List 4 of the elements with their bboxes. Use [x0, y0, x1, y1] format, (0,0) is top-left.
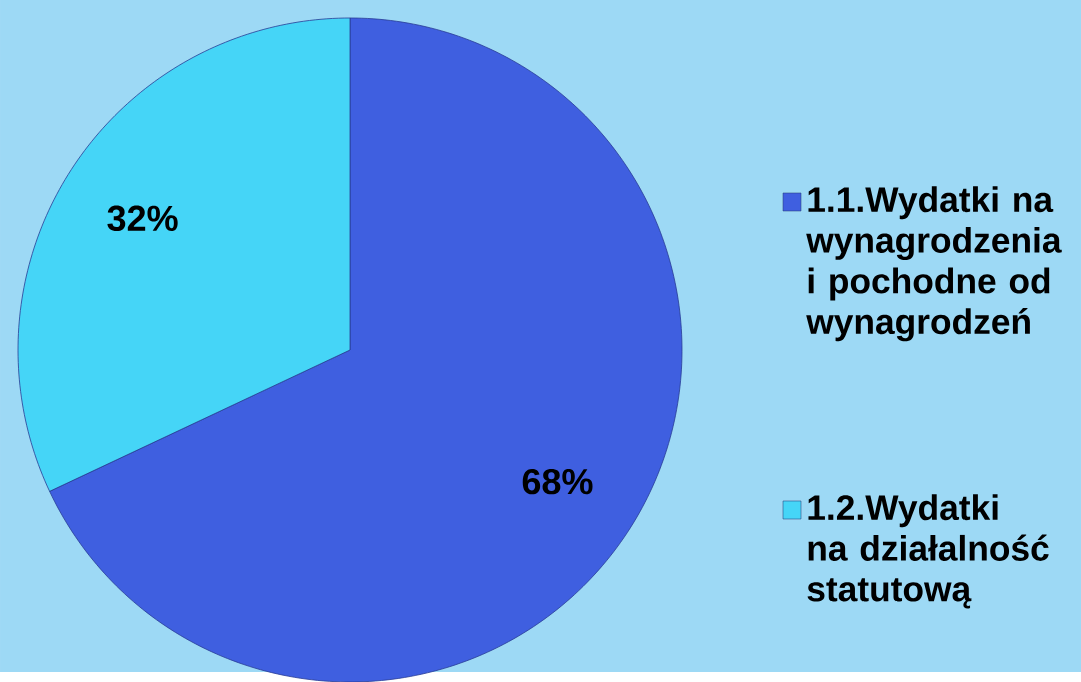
- legend-label: 1.1.Wydatki na wynagrodzenia i pochodne od wynagrodzeń: [806, 186, 1062, 342]
- data-label: 68%: [522, 468, 593, 495]
- data-label: 32%: [107, 205, 178, 231]
- legend-label: 1.2.Wydatki na działalność statutową: [807, 494, 1049, 609]
